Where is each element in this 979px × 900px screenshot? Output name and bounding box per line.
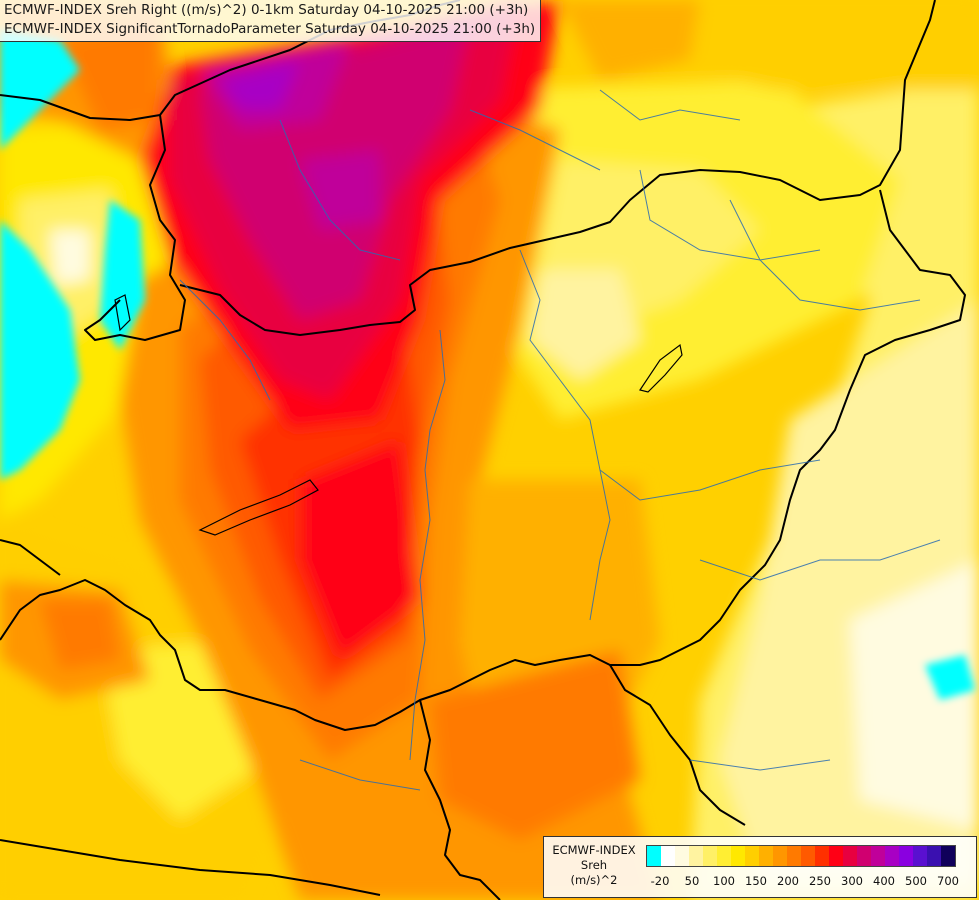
- legend-swatch: [731, 846, 745, 866]
- legend-swatch: [941, 846, 955, 866]
- legend-swatch: [717, 846, 731, 866]
- legend-swatch: [829, 846, 843, 866]
- legend-swatch: [871, 846, 885, 866]
- legend-tick-label: 500: [905, 874, 927, 888]
- map-title-box: ECMWF-INDEX Sreh Right ((m/s)^2) 0-1km S…: [0, 0, 542, 42]
- legend-model: ECMWF-INDEX: [552, 843, 636, 857]
- rivers: [179, 89, 941, 791]
- legend-swatches: [646, 845, 956, 867]
- legend-tick-label: 700: [937, 874, 959, 888]
- title-sreh: ECMWF-INDEX Sreh Right ((m/s)^2) 0-1km S…: [4, 2, 529, 18]
- legend-tick-label: 250: [809, 874, 831, 888]
- legend-swatch: [689, 846, 703, 866]
- legend-swatch: [899, 846, 913, 866]
- legend-swatch: [913, 846, 927, 866]
- legend-swatch: [759, 846, 773, 866]
- legend-swatch: [703, 846, 717, 866]
- legend-swatch: [801, 846, 815, 866]
- legend-swatch: [885, 846, 899, 866]
- legend-swatch: [843, 846, 857, 866]
- legend-tick-label: 200: [777, 874, 799, 888]
- legend-swatch: [675, 846, 689, 866]
- legend-swatch: [647, 846, 661, 866]
- legend-swatch: [773, 846, 787, 866]
- legend-tick-label: 400: [873, 874, 895, 888]
- legend-swatch: [787, 846, 801, 866]
- legend-label: ECMWF-INDEX Sreh (m/s)^2: [544, 843, 644, 888]
- legend-ticks: -20 50 100 150 200 250 300 400 500 700: [646, 874, 970, 890]
- legend-tick-label: 50: [684, 874, 700, 888]
- legend-swatch: [661, 846, 675, 866]
- low-sreh-areas: [0, 30, 975, 700]
- legend-unit: (m/s)^2: [570, 873, 618, 887]
- colorbar-legend: ECMWF-INDEX Sreh (m/s)^2 -20 50 100 150 200 2…: [543, 836, 977, 898]
- title-stp: ECMWF-INDEX SignificantTornadoParameter …: [4, 21, 536, 37]
- legend-tick-label: -20: [650, 874, 670, 888]
- legend-swatch: [857, 846, 871, 866]
- legend-tick-label: 300: [841, 874, 863, 888]
- lakes: [114, 294, 683, 536]
- legend-swatch: [745, 846, 759, 866]
- legend-tick-label: 100: [713, 874, 735, 888]
- legend-tick-label: 150: [745, 874, 767, 888]
- legend-swatch: [815, 846, 829, 866]
- legend-parameter: Sreh: [580, 858, 608, 872]
- legend-swatch: [927, 846, 941, 866]
